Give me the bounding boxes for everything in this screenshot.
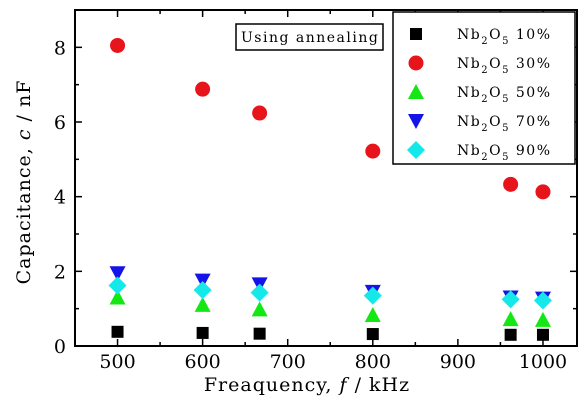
annotation-frame [235, 23, 384, 51]
data-point [194, 296, 211, 312]
y-axis-title-suffix: / nF [13, 80, 35, 129]
data-point [196, 326, 209, 339]
data-point [111, 325, 124, 338]
data-point [502, 311, 519, 327]
y-tick-label: 4 [54, 187, 66, 209]
x-tick-label: 800 [355, 351, 391, 373]
data-points [108, 37, 552, 341]
x-axis-title-suffix: / kHz [348, 374, 411, 396]
plot-frame [74, 9, 578, 347]
y-tick-label: 2 [54, 261, 66, 283]
legend-label: Nb2O5 70% [457, 114, 552, 134]
x-tick-label: 1000 [519, 351, 567, 373]
y-axis-title-prefix: Capacitance, [13, 140, 35, 284]
x-tick-label: 600 [184, 351, 220, 373]
data-point [365, 143, 381, 159]
data-point [195, 81, 211, 97]
data-point [252, 105, 268, 121]
legend-frame [392, 11, 576, 165]
legend-label: Nb2O5 50% [457, 85, 552, 105]
x-tick-label: 500 [99, 351, 135, 373]
y-axis-title: Capacitance, c / nF [13, 80, 35, 285]
legend-marker [408, 84, 424, 99]
x-axis-title-var: f [338, 374, 350, 396]
data-point [251, 301, 268, 317]
x-axis-title-prefix: Freaquency, [204, 374, 340, 396]
data-point [364, 307, 381, 323]
x-axis-title: Freaquency, f / kHz [204, 374, 410, 396]
data-point [533, 291, 552, 310]
data-point [250, 283, 269, 302]
data-point [503, 176, 519, 192]
data-point [534, 311, 551, 327]
data-point [535, 184, 551, 200]
data-point [536, 328, 549, 341]
data-point [366, 328, 379, 341]
legend-marker [407, 141, 425, 159]
legend-label: Nb2O5 10% [457, 27, 552, 47]
data-point [504, 328, 517, 341]
data-point [108, 276, 127, 295]
x-tick-label: 900 [440, 351, 476, 373]
y-tick-label: 0 [54, 336, 66, 358]
data-point [363, 286, 382, 305]
data-point [109, 266, 126, 282]
legend-label: Nb2O5 30% [457, 56, 552, 76]
y-tick-label: 6 [54, 112, 66, 134]
annotation-box: Using annealing [235, 23, 384, 51]
data-point [110, 37, 126, 53]
annotation-text: Using annealing [241, 30, 379, 46]
legend-marker [408, 55, 424, 71]
data-point [253, 327, 266, 340]
y-tick-label: 8 [54, 37, 66, 59]
data-point [109, 289, 126, 305]
legend-label: Nb2O5 90% [457, 143, 552, 163]
y-axis-title-var: c [13, 129, 35, 141]
data-point [501, 290, 520, 309]
legend-marker [408, 114, 424, 129]
data-point [193, 281, 212, 299]
legend: Nb2O5 10% Nb2O5 30% Nb2O5 50% Nb2O5 70% Nb2O… [392, 11, 576, 165]
legend-marker [410, 28, 422, 40]
x-tick-label: 700 [270, 351, 306, 373]
